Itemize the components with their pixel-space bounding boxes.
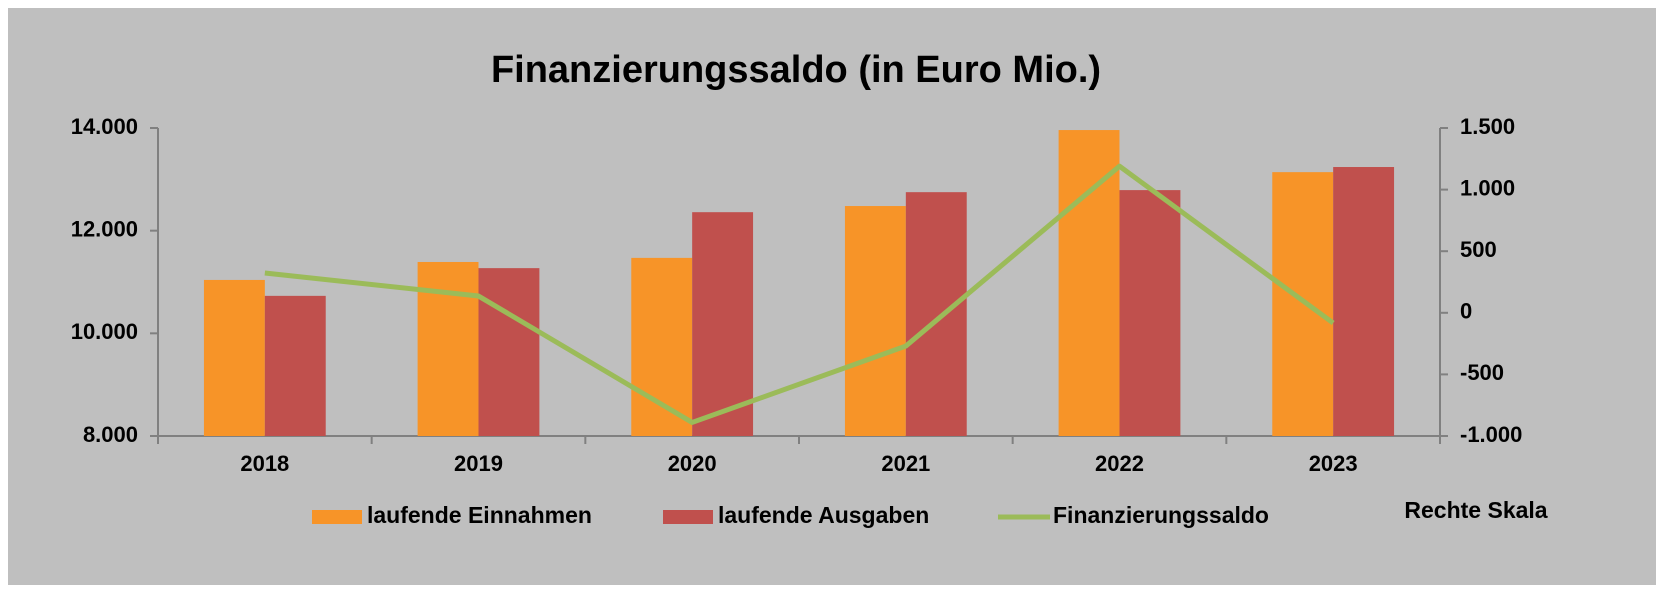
x-tick-label: 2021 [881,451,930,476]
bar [905,192,967,436]
bar [844,206,906,436]
bar [1272,172,1334,436]
legend-swatch [663,510,713,524]
chart-title: Finanzierungssaldo (in Euro Mio.) [491,49,1101,91]
x-tick-label: 2018 [240,451,289,476]
bar [1333,167,1395,436]
line [264,163,1335,425]
legend-label: laufende Ausgaben [718,502,929,528]
legend-label: Finanzierungssaldo [1053,502,1269,528]
bar [1058,130,1120,436]
x-tick-label: 2023 [1309,451,1358,476]
y-tick-label: 14.000 [71,114,138,139]
legend-label: laufende Einnahmen [367,502,592,528]
legend-swatch [312,510,362,524]
y-tick-label: 12.000 [71,216,138,241]
y2-tick-label: 1.000 [1460,175,1515,200]
bar [631,257,693,436]
annotation: Rechte Skala [1404,497,1547,523]
x-tick-label: 2020 [668,451,717,476]
y-tick-label: 8.000 [83,422,138,447]
bar [478,268,540,436]
y2-tick-label: 0 [1460,299,1472,324]
x-tick-label: 2019 [454,451,503,476]
bar [264,295,326,436]
y2-tick-label: -500 [1460,360,1504,385]
y2-tick-label: 500 [1460,237,1497,262]
bar [692,212,754,436]
bar [203,279,265,436]
y2-tick-label: -1.000 [1460,422,1522,447]
x-tick-label: 2022 [1095,451,1144,476]
y2-tick-label: 1.500 [1460,114,1515,139]
y-tick-label: 10.000 [71,319,138,344]
bar [1119,190,1181,436]
